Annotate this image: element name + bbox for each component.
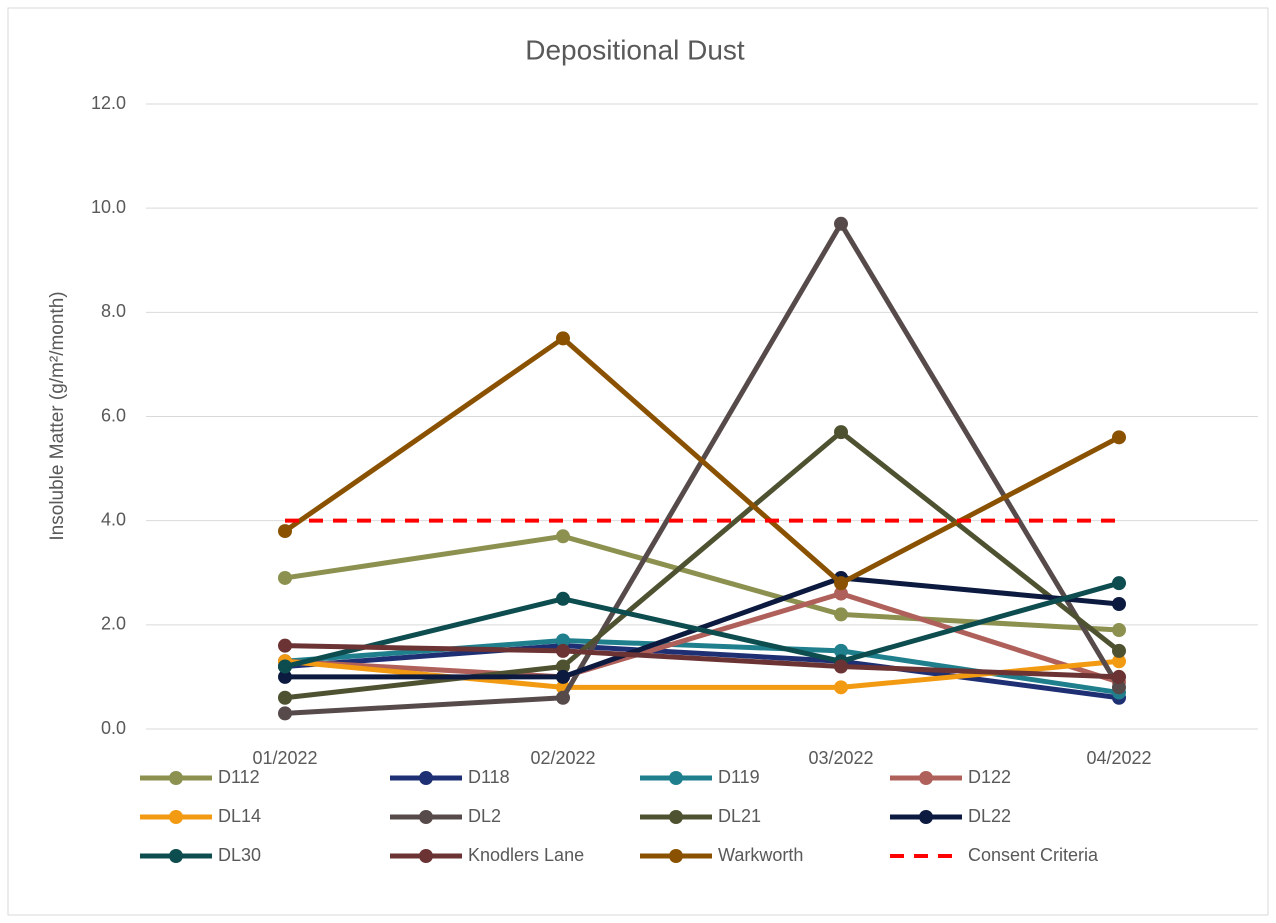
data-point xyxy=(1112,654,1126,669)
legend-marker xyxy=(169,849,183,863)
data-point xyxy=(834,659,848,674)
legend-label: Consent Criteria xyxy=(968,845,1099,865)
data-point xyxy=(556,633,570,648)
legend-marker xyxy=(419,849,433,863)
legend-marker xyxy=(419,810,433,824)
data-point xyxy=(556,669,570,684)
chart-title: Depositional Dust xyxy=(525,34,745,65)
data-point xyxy=(278,659,292,674)
series-line xyxy=(284,643,1120,701)
data-point xyxy=(556,331,570,346)
data-point xyxy=(556,690,570,705)
legend-label: DL30 xyxy=(218,845,261,865)
data-point xyxy=(1112,643,1126,658)
y-tick-label: 12.0 xyxy=(91,93,126,113)
data-point xyxy=(556,659,570,674)
data-point xyxy=(278,570,292,585)
legend-label: DL14 xyxy=(218,806,261,826)
data-point xyxy=(834,607,848,622)
series-line xyxy=(284,643,1120,680)
series-line xyxy=(284,580,1120,669)
data-point xyxy=(278,706,292,721)
series-line xyxy=(284,658,1120,690)
data-point xyxy=(556,529,570,544)
data-point xyxy=(556,591,570,606)
legend-marker xyxy=(669,771,683,785)
legend-marker xyxy=(419,771,433,785)
y-tick-label: 2.0 xyxy=(101,614,126,634)
data-point xyxy=(278,690,292,705)
legend-label: DL22 xyxy=(968,806,1011,826)
legend-marker xyxy=(169,810,183,824)
data-point xyxy=(278,669,292,684)
y-tick-label: 0.0 xyxy=(101,718,126,738)
legend-label: D112 xyxy=(218,767,260,787)
x-tick-label: 02/2022 xyxy=(530,748,595,768)
data-point xyxy=(1112,597,1126,611)
legend-label: Knodlers Lane xyxy=(468,845,584,865)
legend-label: D118 xyxy=(468,767,510,787)
y-tick-label: 6.0 xyxy=(101,405,126,425)
legend-marker xyxy=(919,810,933,824)
data-point xyxy=(556,643,570,658)
legend-marker xyxy=(669,849,683,863)
legend-marker xyxy=(169,771,183,785)
data-point xyxy=(1112,576,1126,591)
data-point xyxy=(278,524,292,539)
legend-label: D122 xyxy=(968,767,1011,787)
data-point xyxy=(834,425,848,440)
x-tick-label: 01/2022 xyxy=(252,748,317,768)
y-tick-label: 10.0 xyxy=(91,197,126,217)
data-point xyxy=(834,680,848,695)
y-tick-label: 4.0 xyxy=(101,509,126,529)
data-point xyxy=(834,643,848,658)
data-point xyxy=(1112,680,1126,695)
data-point xyxy=(1112,430,1126,445)
x-tick-label: 03/2022 xyxy=(808,748,873,768)
legend-label: DL21 xyxy=(718,806,761,826)
data-point xyxy=(834,216,848,231)
series-line xyxy=(283,335,1121,586)
y-tick-label: 8.0 xyxy=(101,301,126,321)
series-line xyxy=(284,591,1120,685)
x-tick-label: 04/2022 xyxy=(1086,748,1151,768)
legend-marker xyxy=(919,771,933,785)
legend-marker xyxy=(669,810,683,824)
data-point xyxy=(834,576,848,591)
data-point xyxy=(1112,623,1126,638)
series-line xyxy=(284,429,1121,701)
legend-label: DL2 xyxy=(468,806,501,826)
data-point xyxy=(834,586,848,601)
series-line xyxy=(285,575,1120,680)
data-point xyxy=(1112,669,1126,684)
data-point xyxy=(278,638,292,653)
legend-label: D119 xyxy=(718,767,760,787)
chart-border xyxy=(7,7,1269,916)
legend-label: Warkworth xyxy=(718,845,803,865)
y-axis-label: Insoluble Matter (g/m²/month) xyxy=(47,291,68,540)
